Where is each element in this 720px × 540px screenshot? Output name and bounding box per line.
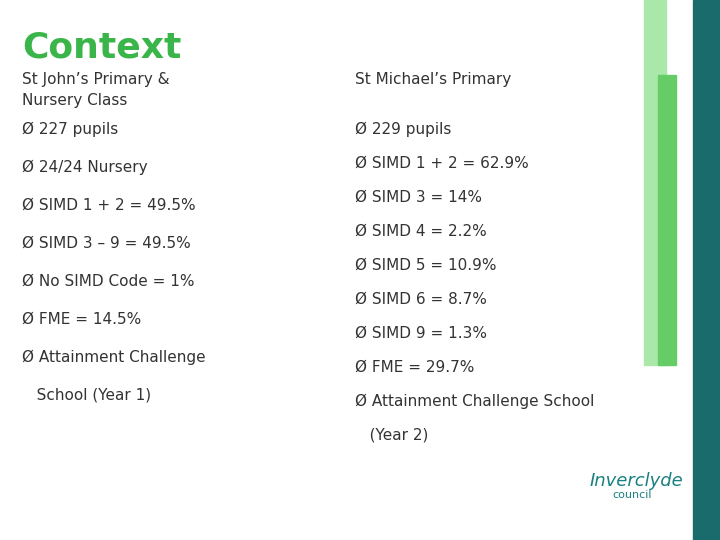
Text: Ø SIMD 6 = 8.7%: Ø SIMD 6 = 8.7% [355,292,487,307]
Text: Context: Context [22,30,181,64]
Text: Ø SIMD 3 = 14%: Ø SIMD 3 = 14% [355,190,482,205]
Text: Ø FME = 29.7%: Ø FME = 29.7% [355,360,474,375]
Text: Ø SIMD 9 = 1.3%: Ø SIMD 9 = 1.3% [355,326,487,341]
Text: Ø SIMD 5 = 10.9%: Ø SIMD 5 = 10.9% [355,258,497,273]
Text: Ø SIMD 1 + 2 = 49.5%: Ø SIMD 1 + 2 = 49.5% [22,198,196,213]
Text: (Year 2): (Year 2) [355,428,428,443]
Bar [644,0,666,365]
Text: St John’s Primary &
Nursery Class: St John’s Primary & Nursery Class [22,72,170,108]
Text: Ø SIMD 3 – 9 = 49.5%: Ø SIMD 3 – 9 = 49.5% [22,236,191,251]
Text: Ø 229 pupils: Ø 229 pupils [355,122,451,137]
Text: School (Year 1): School (Year 1) [22,388,151,403]
Text: Ø FME = 14.5%: Ø FME = 14.5% [22,312,141,327]
Bar [658,75,676,365]
Bar [693,0,720,540]
Text: Ø Attainment Challenge: Ø Attainment Challenge [22,350,206,365]
Text: Ø SIMD 1 + 2 = 62.9%: Ø SIMD 1 + 2 = 62.9% [355,156,528,171]
Text: council: council [612,490,652,500]
Text: Ø SIMD 4 = 2.2%: Ø SIMD 4 = 2.2% [355,224,487,239]
Text: Ø 24/24 Nursery: Ø 24/24 Nursery [22,160,148,176]
Text: Ø No SIMD Code = 1%: Ø No SIMD Code = 1% [22,274,194,289]
Text: St Michael’s Primary: St Michael’s Primary [355,72,511,87]
Text: Ø Attainment Challenge School: Ø Attainment Challenge School [355,394,595,409]
Text: Inverclyde: Inverclyde [590,472,684,490]
Text: Ø 227 pupils: Ø 227 pupils [22,122,118,137]
